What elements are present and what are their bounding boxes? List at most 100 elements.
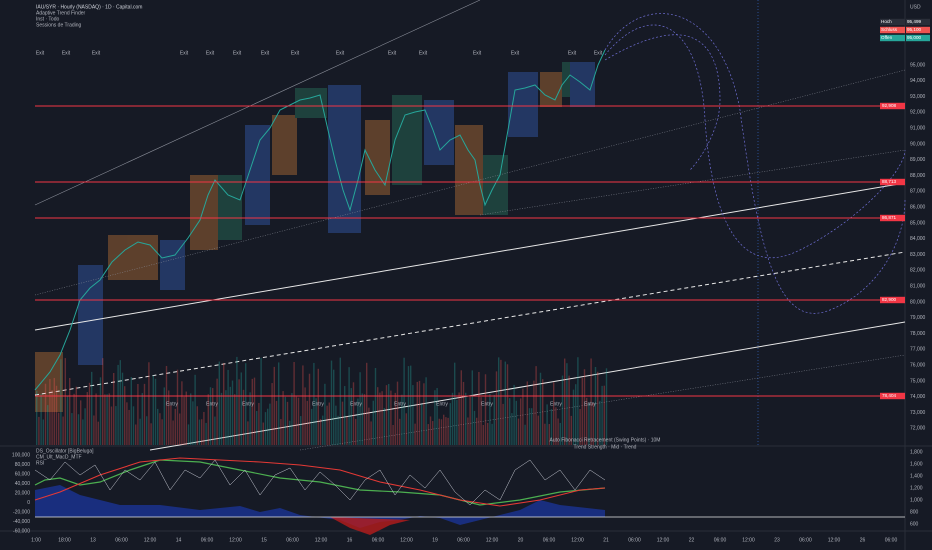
volume-bar xyxy=(396,381,399,445)
volume-bar xyxy=(489,393,491,445)
volume-bar xyxy=(498,357,500,445)
level-tag-bg xyxy=(880,178,905,186)
oscillator-line xyxy=(34,457,606,507)
volume-bar xyxy=(451,392,454,445)
volume-bar xyxy=(273,366,275,445)
price-tick-label: 87,000 xyxy=(910,189,926,195)
osc-right-tick: 1,400 xyxy=(910,473,923,479)
volume-bar xyxy=(313,362,315,445)
volume-bar xyxy=(262,422,264,445)
histogram-negative xyxy=(330,517,410,535)
entry-marker: Entry xyxy=(550,401,562,407)
exit-marker: Exit xyxy=(62,50,71,56)
session-box xyxy=(78,265,103,365)
volume-bar xyxy=(599,400,601,445)
volume-bar xyxy=(370,421,372,445)
volume-bar xyxy=(249,392,251,445)
price-badge-value: 95,100 xyxy=(907,27,921,32)
volume-bar xyxy=(526,381,528,445)
volume-bar xyxy=(95,393,97,445)
volume-bar xyxy=(500,359,502,445)
volume-bar xyxy=(240,372,242,445)
volume-bar xyxy=(429,416,432,445)
volume-bar xyxy=(64,358,66,445)
volume-bars xyxy=(36,356,608,445)
price-tick-label: 92,000 xyxy=(910,110,926,116)
volume-bar xyxy=(84,408,86,445)
volume-bar xyxy=(480,397,482,445)
volume-bar xyxy=(418,380,421,445)
price-tick-label: 88,000 xyxy=(910,173,926,179)
price-badge-bg xyxy=(880,18,905,26)
price-tick-label: 76,000 xyxy=(910,363,926,369)
volume-bar xyxy=(264,412,267,445)
time-tick-label: 06:00 xyxy=(628,537,641,543)
entry-marker: Entry xyxy=(166,401,178,407)
time-tick-label: 20 xyxy=(518,537,524,543)
volume-bar xyxy=(161,419,163,445)
session-box xyxy=(35,352,63,412)
volume-bar xyxy=(216,378,218,445)
volume-bar xyxy=(355,418,357,445)
volume-bar xyxy=(150,423,152,445)
volume-bar xyxy=(286,401,289,445)
volume-bar xyxy=(509,398,511,445)
volume-bar xyxy=(502,403,504,445)
time-tick-label: 06:00 xyxy=(885,537,898,543)
volume-bar xyxy=(410,365,412,445)
volume-bar xyxy=(594,366,597,445)
volume-bar xyxy=(289,420,291,445)
volume-bar xyxy=(284,396,286,445)
volume-bar xyxy=(440,419,443,445)
oscillator-plot xyxy=(34,457,905,535)
volume-bar xyxy=(251,378,253,445)
volume-bar xyxy=(119,360,121,445)
volume-bar xyxy=(176,369,179,445)
volume-bar xyxy=(407,366,410,445)
price-badge-label: Hoch xyxy=(881,19,892,24)
level-tag: 92,908 xyxy=(882,103,896,108)
exit-marker: Exit xyxy=(206,50,215,56)
volume-bar xyxy=(229,386,231,445)
volume-bar xyxy=(282,391,284,445)
volume-bar xyxy=(231,380,234,445)
volume-bar xyxy=(454,362,456,445)
osc-left-tick: 60,000 xyxy=(15,471,31,477)
time-tick-label: 13 xyxy=(90,537,96,543)
price-tick-label: 83,000 xyxy=(910,252,926,258)
volume-bar xyxy=(482,424,484,445)
volume-bar xyxy=(75,386,77,445)
watermark: Trend Strength · Mid · Trend xyxy=(574,444,637,450)
volume-bar xyxy=(381,391,383,445)
volume-bar xyxy=(271,383,273,445)
volume-bar xyxy=(495,371,498,445)
volume-bar xyxy=(227,369,229,445)
price-badge-bg xyxy=(880,34,905,42)
volume-bar xyxy=(165,365,168,445)
volume-bar xyxy=(99,377,102,445)
volume-bar xyxy=(544,423,546,445)
volume-bar xyxy=(379,392,381,445)
volume-bar xyxy=(71,413,73,445)
volume-bar xyxy=(205,422,207,445)
volume-bar xyxy=(592,402,594,445)
volume-bar xyxy=(427,424,429,445)
volume-bar xyxy=(357,398,359,445)
osc-right-tick: 1,200 xyxy=(910,485,923,491)
entry-marker: Entry xyxy=(206,401,218,407)
volume-bar xyxy=(126,402,128,445)
volume-bar xyxy=(304,387,306,445)
time-tick-label: 1:00 xyxy=(31,537,41,543)
volume-bar xyxy=(183,396,185,445)
time-tick-label: 22 xyxy=(689,537,695,543)
volume-bar xyxy=(550,409,553,445)
volume-bar xyxy=(506,364,509,445)
price-tick-label: 81,000 xyxy=(910,284,926,290)
volume-bar xyxy=(256,410,258,445)
volume-bar xyxy=(465,392,467,445)
volume-bar xyxy=(115,406,117,445)
volume-bar xyxy=(40,393,42,445)
exit-marker: Exit xyxy=(36,50,45,56)
entry-marker: Entry xyxy=(481,401,493,407)
volume-bar xyxy=(317,368,319,445)
